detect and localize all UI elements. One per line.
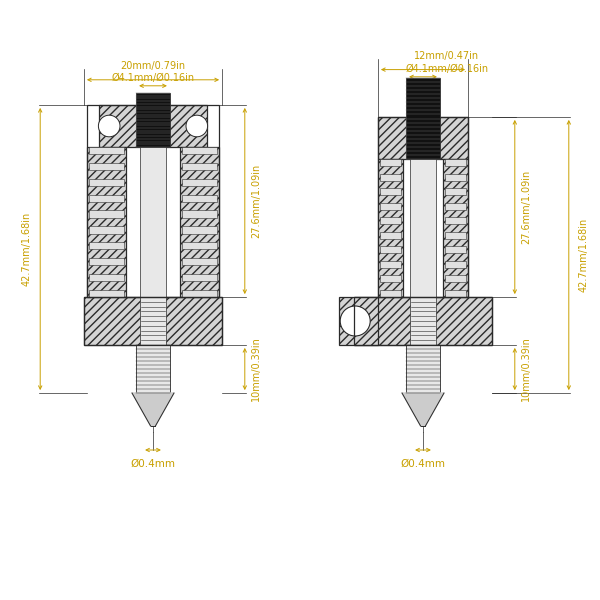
Bar <box>410 117 436 297</box>
Bar <box>182 211 217 218</box>
Text: 10mm/0.39in: 10mm/0.39in <box>251 337 261 401</box>
Bar <box>380 217 401 224</box>
Bar <box>84 297 222 345</box>
Bar <box>378 159 403 297</box>
Bar <box>378 117 468 297</box>
Bar <box>445 232 466 239</box>
Text: 20mm/0.79in: 20mm/0.79in <box>121 61 185 71</box>
Bar <box>89 147 124 154</box>
Text: Ø0.4mm: Ø0.4mm <box>131 459 176 469</box>
Bar <box>89 258 124 265</box>
Bar <box>406 345 440 393</box>
Text: 10mm/0.39in: 10mm/0.39in <box>521 337 531 401</box>
Bar <box>87 105 219 297</box>
Text: 12mm/0.47in: 12mm/0.47in <box>415 50 479 61</box>
Bar <box>182 163 217 170</box>
Bar <box>445 275 466 283</box>
Bar <box>182 179 217 186</box>
Bar <box>445 261 466 268</box>
Bar <box>380 290 401 297</box>
Bar <box>354 297 492 345</box>
Bar <box>410 297 436 345</box>
Text: 42.7mm/1.68in: 42.7mm/1.68in <box>579 218 589 292</box>
Bar <box>89 211 124 218</box>
Bar <box>445 290 466 297</box>
Bar <box>380 261 401 268</box>
Bar <box>99 105 207 147</box>
Bar <box>89 179 124 186</box>
Bar <box>339 297 378 345</box>
Bar <box>445 217 466 224</box>
Bar <box>445 173 466 181</box>
Bar <box>89 274 124 281</box>
Bar <box>180 147 219 297</box>
Text: Ø4.1mm/Ø0.16in: Ø4.1mm/Ø0.16in <box>112 73 194 83</box>
Bar <box>445 246 466 253</box>
Bar <box>182 226 217 233</box>
Text: 27.6mm/1.09in: 27.6mm/1.09in <box>521 170 531 244</box>
Bar <box>89 226 124 233</box>
Text: Ø4.1mm/Ø0.16in: Ø4.1mm/Ø0.16in <box>406 64 488 74</box>
Bar <box>89 242 124 250</box>
Bar <box>182 290 217 297</box>
Bar <box>140 297 166 345</box>
Bar <box>445 159 466 166</box>
Bar <box>182 242 217 250</box>
Bar <box>89 290 124 297</box>
Bar <box>136 93 170 147</box>
Circle shape <box>186 115 208 137</box>
Polygon shape <box>132 393 174 426</box>
Circle shape <box>340 306 370 336</box>
Bar <box>406 78 440 159</box>
Bar <box>445 203 466 210</box>
Bar <box>380 159 401 166</box>
Bar <box>89 163 124 170</box>
Circle shape <box>98 115 120 137</box>
Text: Ø0.4mm: Ø0.4mm <box>401 459 445 469</box>
Bar <box>182 274 217 281</box>
Bar <box>182 258 217 265</box>
Bar <box>182 194 217 202</box>
Bar <box>84 297 222 345</box>
Bar <box>445 188 466 195</box>
Bar <box>380 232 401 239</box>
Bar <box>354 297 492 345</box>
Bar <box>380 275 401 283</box>
Text: 42.7mm/1.68in: 42.7mm/1.68in <box>21 212 31 286</box>
Bar <box>443 159 468 297</box>
Bar <box>380 173 401 181</box>
Bar <box>380 246 401 253</box>
Bar <box>380 203 401 210</box>
Bar <box>136 345 170 393</box>
Bar <box>87 147 126 297</box>
Polygon shape <box>402 393 444 426</box>
Bar <box>378 117 468 159</box>
Text: 27.6mm/1.09in: 27.6mm/1.09in <box>251 164 261 238</box>
Bar <box>140 105 166 297</box>
Bar <box>89 194 124 202</box>
Bar <box>182 147 217 154</box>
Bar <box>380 188 401 195</box>
